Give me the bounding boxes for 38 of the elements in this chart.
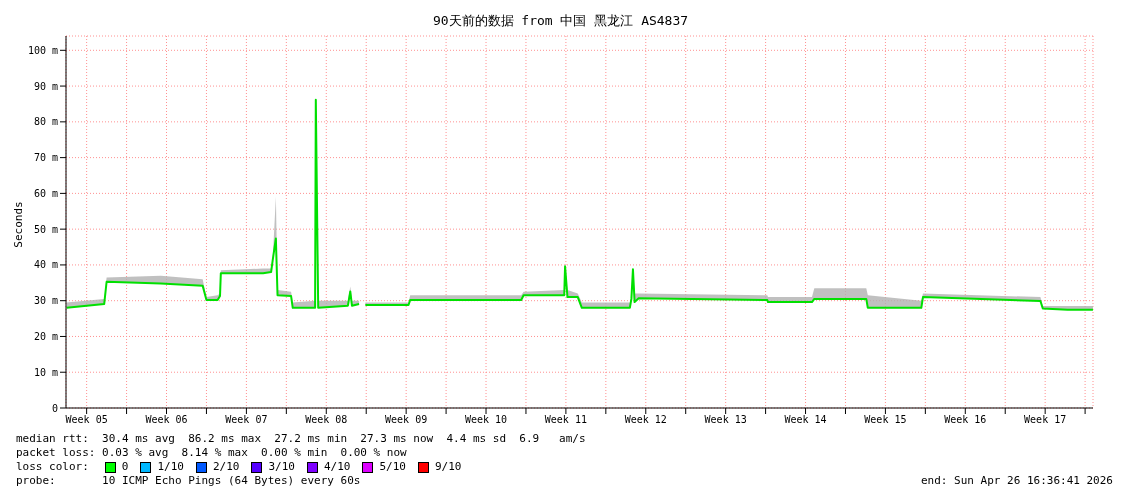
text: median rtt: 30.4 ms avg 86.2 ms max 27.2 ms min 27.3 ms now 4.4 ms sd 6.9 am/s (16, 432, 586, 446)
text: 4/10 (323, 460, 351, 474)
y-tick-label: 0 (51, 402, 58, 414)
x-tick-label: Week 08 (305, 414, 348, 426)
text: probe: 10 ICMP Echo Pings (64 Bytes) every 60s (16, 474, 362, 488)
y-tick-label: 70 m (33, 152, 58, 164)
text: 3/10 (268, 460, 295, 474)
x-tick-label: Week 16 (944, 414, 987, 426)
text: packet loss: 0.03 % avg 8.14 % max 0.00 % min 0.00 % now (16, 446, 408, 460)
y-tick-label: 100 m (27, 44, 58, 56)
text: 2/10 (212, 460, 240, 474)
x-tick-label: Week 09 (385, 414, 428, 426)
text: end: Sun Apr 26 16:36:41 2026 (920, 474, 1113, 487)
x-tick-label: Week 12 (624, 414, 667, 426)
y-tick-label: 10 m (33, 366, 58, 378)
y-tick-label: 80 m (33, 116, 58, 128)
text: 1/10 (157, 460, 184, 474)
y-tick-label: 50 m (33, 223, 58, 235)
text: 9/10 (434, 460, 462, 474)
x-tick-label: Week 15 (864, 414, 907, 426)
x-tick-label: Week 14 (784, 414, 827, 426)
y-tick-label: 60 m (33, 187, 58, 199)
x-tick-label: Week 17 (1024, 414, 1067, 426)
y-tick-label: 40 m (33, 259, 58, 271)
x-tick-label: Week 05 (65, 414, 108, 426)
x-tick-label: Week 06 (145, 414, 188, 426)
y-tick-label: 20 m (33, 331, 58, 343)
x-tick-label: Week 07 (225, 414, 268, 426)
x-tick-label: Week 13 (704, 414, 747, 426)
chart-title: 90天前的数据 from 中国 黑龙江 AS4837 (431, 12, 690, 30)
y-axis-title: Seconds (11, 200, 25, 250)
text: loss color: (16, 460, 89, 474)
y-tick-label: 30 m (33, 295, 58, 307)
x-tick-label: Week 10 (464, 414, 508, 426)
text: 5/10 (379, 460, 406, 474)
text: 0 (121, 460, 129, 474)
y-tick-label: 90 m (33, 80, 58, 92)
x-tick-label: Week 11 (544, 414, 587, 426)
